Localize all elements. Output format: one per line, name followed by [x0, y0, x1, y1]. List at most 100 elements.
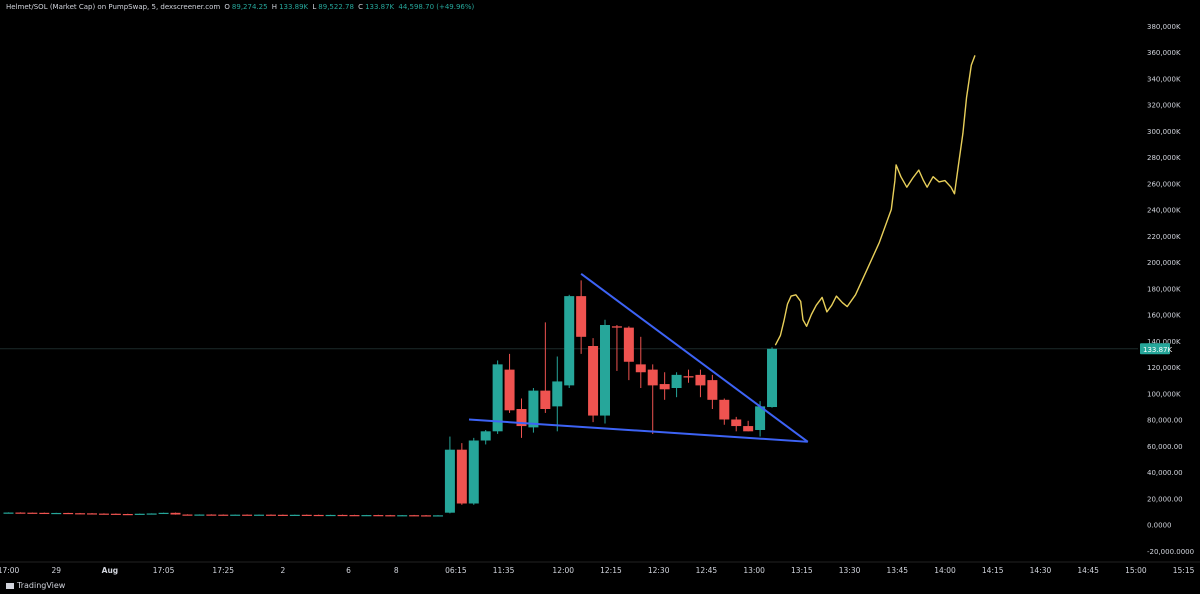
candle-body: [206, 514, 217, 516]
candle-body: [15, 512, 26, 514]
upper-trendline: [580, 273, 809, 443]
price-tick-label: 260,000K: [1147, 180, 1181, 188]
candle-body: [134, 513, 145, 515]
time-tick-label: 12:15: [600, 566, 622, 575]
candle-body: [432, 515, 443, 517]
current-price-tag: [1140, 343, 1170, 355]
time-tick-label: 17:25: [212, 566, 234, 575]
close-value: 133.87K: [365, 3, 395, 11]
current-price-label: 133.87K: [1143, 346, 1172, 354]
lower-trendline: [468, 418, 808, 443]
candle-body: [456, 449, 467, 504]
candle-body: [337, 514, 348, 517]
time-tick-label: 17:00: [0, 566, 20, 575]
candle-body: [98, 513, 109, 515]
price-tick-label: 380,000K: [1147, 23, 1181, 31]
price-tick-label: 240,000K: [1147, 207, 1181, 215]
time-tick-label: 2: [280, 566, 285, 575]
candle-body: [421, 515, 432, 517]
candle-body: [528, 390, 539, 428]
price-tick-label: 360,000K: [1147, 49, 1181, 57]
candle-body: [277, 514, 288, 516]
time-tick-label: 14:15: [982, 566, 1004, 575]
price-tick-label: 160,000K: [1147, 312, 1181, 320]
price-tick-label: 120,000K: [1147, 364, 1181, 372]
time-tick-label: 13:30: [839, 566, 861, 575]
candle-body: [611, 326, 622, 328]
price-tick-label: -20,000.0000: [1147, 548, 1194, 556]
candle-body: [683, 376, 694, 378]
time-tick-label: 06:15: [445, 566, 467, 575]
candle-body: [576, 296, 587, 337]
candle-body: [707, 380, 718, 400]
candle-body: [75, 513, 86, 515]
time-tick-label: 13:15: [791, 566, 813, 575]
close-label: C: [358, 3, 364, 11]
candle-body: [301, 514, 312, 516]
price-tick-label: 100,000K: [1147, 390, 1181, 398]
candle-body: [540, 390, 551, 409]
price-tick-label: 220,000K: [1147, 233, 1181, 241]
time-tick-label: 14:45: [1077, 566, 1099, 575]
time-tick-label: 15:00: [1125, 566, 1147, 575]
time-tick-label: 12:00: [552, 566, 574, 575]
candle-body: [27, 512, 38, 514]
footer: TradingView: [6, 581, 65, 590]
candle-body: [254, 514, 265, 516]
candle-body: [349, 515, 360, 517]
candlestick-series: [3, 280, 778, 517]
high-value: 133.89K: [279, 3, 309, 11]
price-tick-label: 200,000K: [1147, 259, 1181, 267]
candle-body: [659, 384, 670, 390]
time-tick-label: 12:30: [648, 566, 670, 575]
candle-body: [409, 515, 420, 517]
candle-body: [230, 514, 241, 516]
candle-body: [397, 515, 408, 517]
time-tick-label: 11:35: [493, 566, 515, 575]
time-tick-label: 14:00: [934, 566, 956, 575]
candle-body: [385, 515, 396, 517]
time-tick-label: 15:15: [1173, 566, 1195, 575]
candle-body: [122, 514, 133, 516]
candle-body: [695, 374, 706, 386]
candle-body: [170, 512, 181, 515]
price-tick-label: 300,000K: [1147, 128, 1181, 136]
candle-body: [3, 512, 14, 514]
projection-path: [774, 55, 976, 346]
candle-body: [564, 296, 575, 386]
candle-body: [719, 399, 730, 420]
symbol-title: Helmet/SOL (Market Cap) on PumpSwap, 5, …: [6, 3, 221, 11]
time-tick-label: 13:45: [886, 566, 908, 575]
candle-body: [325, 514, 336, 517]
candle-body: [313, 514, 324, 517]
candle-body: [289, 514, 300, 516]
candle-body: [444, 449, 455, 513]
open-label: O: [224, 3, 230, 11]
low-label: L: [312, 3, 317, 11]
candle-body: [623, 327, 634, 362]
time-tick-label: 29: [51, 566, 61, 575]
candle-body: [468, 440, 479, 504]
candle-body: [361, 515, 372, 517]
candle-body: [242, 514, 253, 516]
price-tick-label: 280,000K: [1147, 154, 1181, 162]
candle-body: [600, 325, 610, 416]
chart-header: Helmet/SOL (Market Cap) on PumpSwap, 5, …: [6, 3, 476, 11]
time-tick-label: 14:30: [1030, 566, 1052, 575]
price-axis: 380,000K 360,000K 340,000K 320,000K 300,000K…: [1140, 23, 1194, 556]
price-tick-label: 140,000K: [1147, 338, 1181, 346]
price-tick-label: 60,000.00: [1147, 443, 1183, 451]
price-tick-label: 80,000.00: [1147, 417, 1183, 425]
open-value: 89,274.25: [231, 3, 268, 11]
drawing-layer: [468, 55, 976, 443]
price-tick-label: 180,000K: [1147, 285, 1181, 293]
time-tick-label: 13:00: [743, 566, 765, 575]
price-tick-label: 340,000K: [1147, 75, 1181, 83]
candle-body: [146, 513, 157, 515]
candle-body: [63, 512, 74, 515]
candle-body: [516, 409, 527, 427]
candle-body: [265, 514, 276, 516]
price-tick-label: 0.0000: [1147, 522, 1172, 530]
time-tick-label: 17:05: [153, 566, 175, 575]
